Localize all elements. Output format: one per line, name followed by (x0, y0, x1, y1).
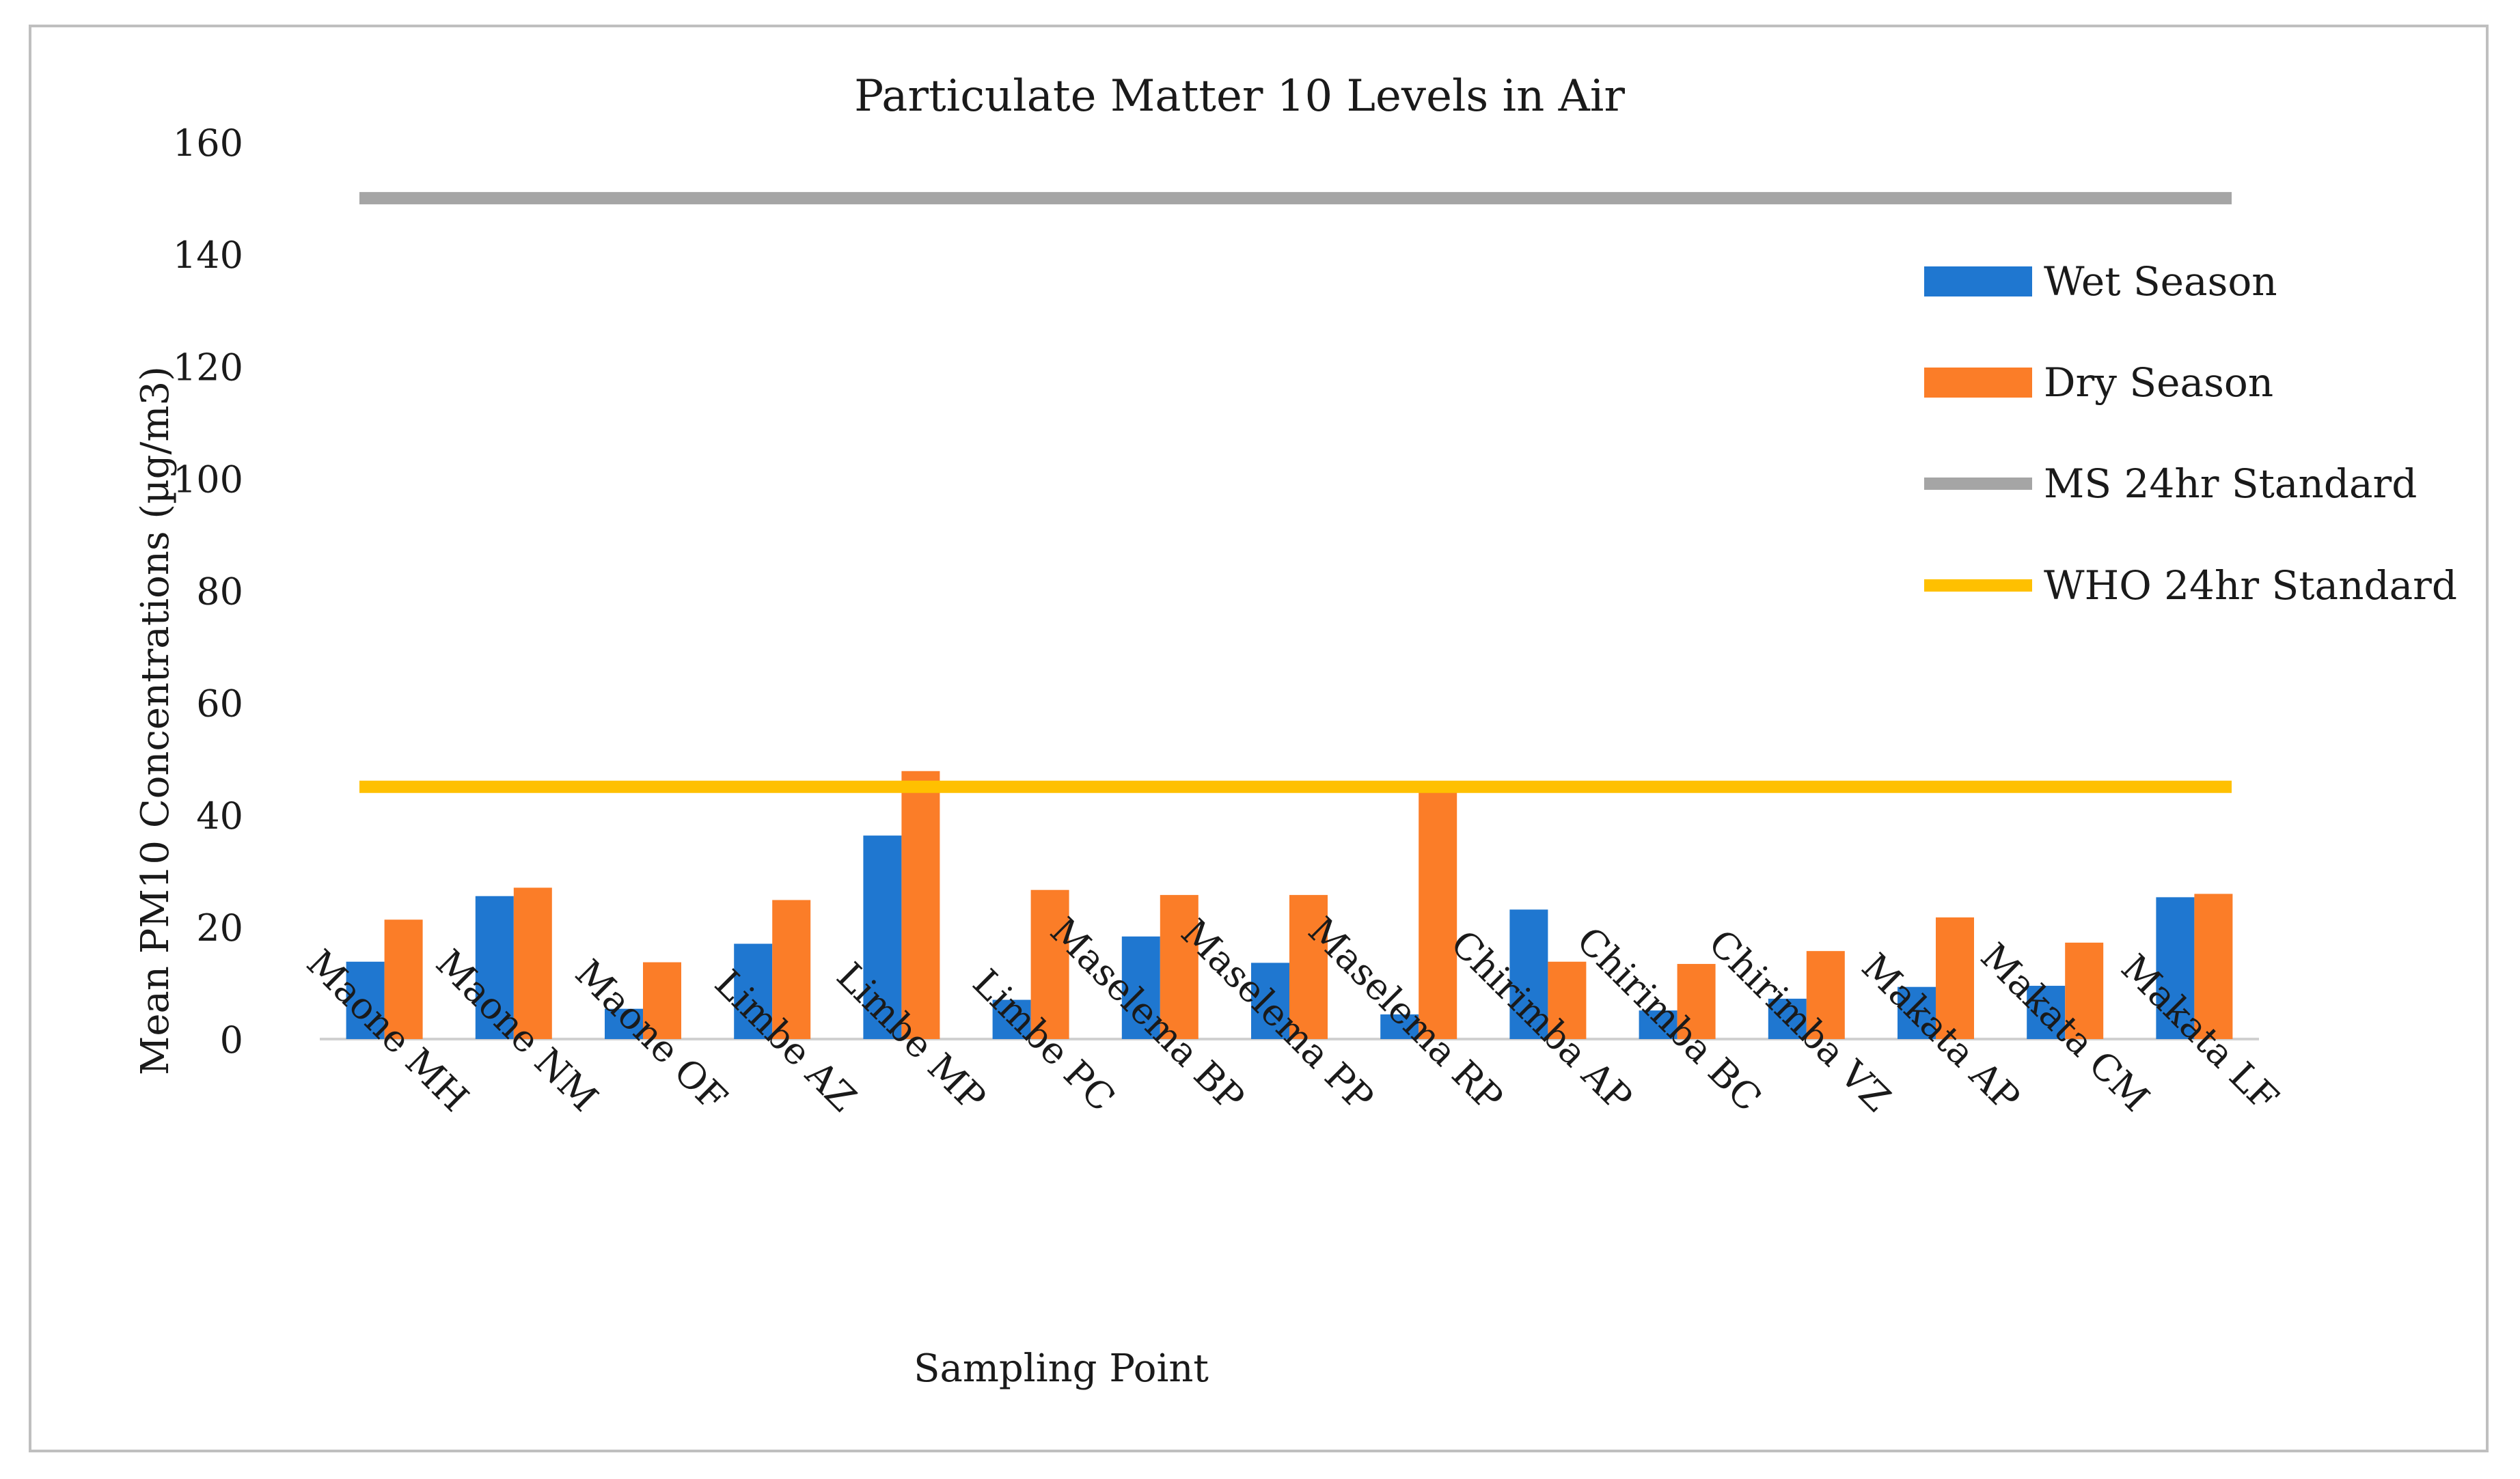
reference-lines (359, 192, 2232, 793)
y-tick-label: 40 (196, 794, 243, 838)
bar-wet-season (605, 1008, 643, 1039)
bar-dry-season (901, 771, 940, 1039)
chart-title: Particulate Matter 10 Levels in Air (854, 71, 1625, 122)
y-tick-label: 160 (173, 122, 243, 165)
y-tick-label: 0 (220, 1019, 243, 1062)
bar-dry-season (643, 962, 681, 1039)
y-tick-label: 60 (196, 682, 243, 725)
bar-dry-season (1160, 895, 1199, 1039)
bar-dry-season (2065, 942, 2104, 1039)
bar-wet-season (1898, 986, 1936, 1039)
y-axis-ticks: 0 20 40 60 80 100 120 140 160 (173, 122, 243, 1062)
bar-wet-season (1509, 909, 1548, 1039)
bar-wet-season (734, 943, 773, 1039)
legend-label: Dry Season (2044, 359, 2273, 406)
legend-swatch (1924, 266, 2032, 296)
bar-dry-season (513, 887, 552, 1039)
bar-dry-season (1289, 895, 1328, 1039)
legend-swatch (1924, 368, 2032, 398)
bar-dry-season (2194, 894, 2233, 1039)
bar-wet-season (863, 835, 902, 1039)
bar-dry-season (1030, 889, 1069, 1039)
legend-label: MS 24hr Standard (2044, 460, 2417, 507)
y-tick-label: 100 (173, 458, 243, 501)
bar-dry-season (1936, 917, 1974, 1039)
bar-dry-season (1548, 961, 1587, 1039)
bar-wet-season (1251, 963, 1289, 1039)
chart-frame: Particulate Matter 10 Levels in Air Mean… (29, 25, 2489, 1452)
bar-wet-season (1380, 1014, 1419, 1039)
bar-wet-season (346, 961, 385, 1039)
bar-dry-season (384, 920, 423, 1039)
bar-wet-season (1639, 1010, 1677, 1039)
y-tick-label: 80 (196, 570, 243, 613)
bar-wet-season (2156, 897, 2195, 1039)
y-axis-label: Mean PM10 Concentrations (µg/m3) (133, 366, 178, 1075)
bar-wet-season (1121, 936, 1160, 1039)
bar-dry-season (772, 900, 811, 1039)
bar-wet-season (475, 896, 514, 1039)
bar-group (346, 771, 2233, 1039)
legend-label: WHO 24hr Standard (2044, 562, 2457, 609)
bar-wet-season (992, 999, 1031, 1039)
bar-wet-season (2027, 986, 2066, 1039)
y-tick-label: 20 (196, 907, 243, 950)
bar-dry-season (1677, 964, 1716, 1039)
chart-svg: Particulate Matter 10 Levels in Air Mean… (133, 71, 2457, 1391)
y-tick-label: 140 (173, 234, 243, 277)
legend-label: Wet Season (2044, 258, 2277, 305)
y-tick-label: 120 (173, 346, 243, 389)
bar-wet-season (1768, 998, 1807, 1039)
bar-dry-season (1419, 788, 1457, 1039)
bar-dry-season (1806, 951, 1845, 1039)
x-axis-label: Sampling Point (914, 1346, 1209, 1391)
legend: Wet Season Dry Season MS 24hr Standard WHO … (1924, 258, 2457, 609)
